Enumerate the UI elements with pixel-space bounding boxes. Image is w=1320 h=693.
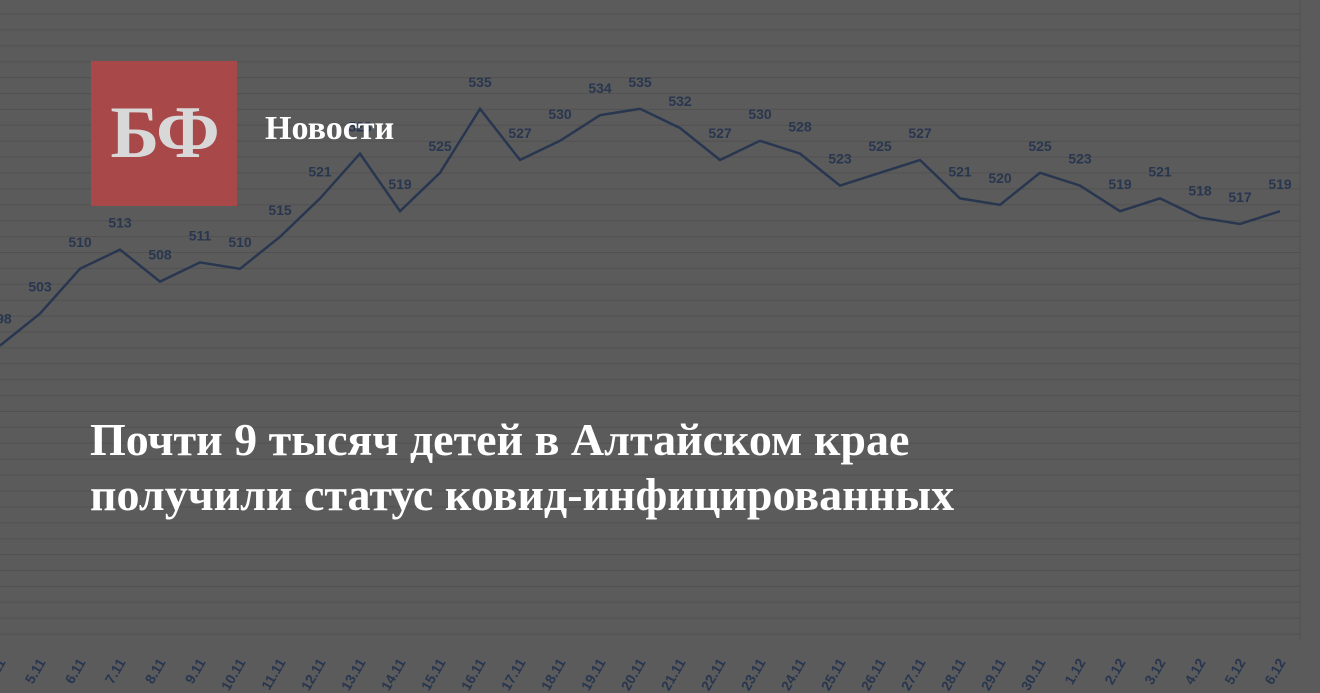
headline-line: Почти 9 тысяч детей в Алтайском крае <box>90 414 910 465</box>
logo[interactable]: БФ <box>91 61 237 206</box>
headline[interactable]: Почти 9 тысяч детей в Алтайском крае пол… <box>90 412 954 522</box>
section-label[interactable]: Новости <box>265 110 395 147</box>
headline-line: получили статус ковид-инфицированных <box>90 469 955 520</box>
